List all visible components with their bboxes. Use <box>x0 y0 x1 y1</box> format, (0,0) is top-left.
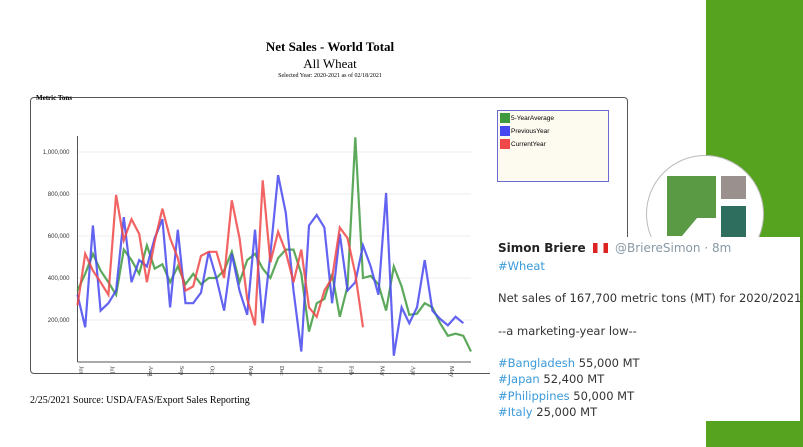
hashtag-link[interactable]: #Wheat <box>498 259 545 273</box>
x-tick-label: Dec <box>278 366 284 376</box>
line-chart: 200,000 400,000 600,000 800,000 1,000,000 Jun… <box>43 136 472 377</box>
legend-label: 5-YearAverage <box>511 114 555 122</box>
tweet-handle[interactable]: @BriereSimon · 8m <box>614 241 732 255</box>
chart-subtitle: All Wheat <box>303 56 357 71</box>
x-tick-label: Feb <box>348 366 354 375</box>
legend-label: CurrentYear <box>511 140 546 148</box>
y-tick-label: 400,000 <box>48 276 70 282</box>
tweet-text: --a marketing-year low-- <box>498 324 637 338</box>
x-tick-label: Apr <box>409 366 415 375</box>
legend-swatch <box>500 126 510 136</box>
x-tick-label: Sep <box>178 366 184 375</box>
list-item: #Bangladesh 55,000 MT <box>498 356 640 370</box>
x-tick-label: Oct <box>209 366 215 375</box>
x-tick-label: Aug <box>147 366 153 376</box>
y-tick-label: 600,000 <box>48 234 70 240</box>
selected-year: Selected Year: 2020-2021 as of 02/18/202… <box>278 73 382 79</box>
tweet-text: Net sales of 167,700 metric tons (MT) fo… <box>498 291 802 305</box>
source-note: 2/25/2021 Source: USDA/FAS/Export Sales … <box>30 395 250 406</box>
list-item: #Philippines 50,000 MT <box>498 389 634 403</box>
legend-item: CurrentYear <box>500 138 608 150</box>
y-axis-label: Metric Tons <box>36 94 72 102</box>
legend: 5-YearAverage PreviousYear CurrentYear <box>497 110 609 182</box>
hashtag-link[interactable]: #Philippines <box>498 389 570 403</box>
series-line-currentyear <box>76 180 365 328</box>
tweet-card: Simon Briere @BriereSimon · 8m #Wheat Ne… <box>490 237 802 421</box>
y-tick-label: 1,000,000 <box>43 150 70 156</box>
x-tick-label: Jan <box>317 366 323 374</box>
list-item: #Japan 52,400 MT <box>498 372 604 386</box>
legend-swatch <box>500 113 510 123</box>
legend-swatch <box>500 139 510 149</box>
x-tick-label: Jun <box>78 366 84 374</box>
hashtag-link[interactable]: #Italy <box>498 405 533 419</box>
x-tick-label: Mar <box>378 366 384 376</box>
legend-item: 5-YearAverage <box>500 112 608 124</box>
y-tick-label: 800,000 <box>48 192 70 198</box>
legend-label: PreviousYear <box>511 127 550 135</box>
x-tick-label: Nov <box>247 366 253 376</box>
y-tick-label: 200,000 <box>48 318 70 324</box>
amount: 52,400 MT <box>543 372 605 386</box>
tweet-author[interactable]: Simon Briere <box>498 241 586 255</box>
amount: 25,000 MT <box>536 405 598 419</box>
flag-icon <box>592 243 608 253</box>
hashtag-link[interactable]: #Japan <box>498 372 540 386</box>
x-tick-label: May <box>448 366 454 377</box>
amount: 55,000 MT <box>578 356 640 370</box>
chart-title: Net Sales - World Total <box>265 39 395 54</box>
legend-item: PreviousYear <box>500 125 608 137</box>
x-tick-label: Jul <box>108 366 114 373</box>
list-item: #Italy 25,000 MT <box>498 405 597 419</box>
tweet-header: Simon Briere @BriereSimon · 8m <box>498 241 731 255</box>
hashtag-link[interactable]: #Bangladesh <box>498 356 576 370</box>
amount: 50,000 MT <box>573 389 635 403</box>
